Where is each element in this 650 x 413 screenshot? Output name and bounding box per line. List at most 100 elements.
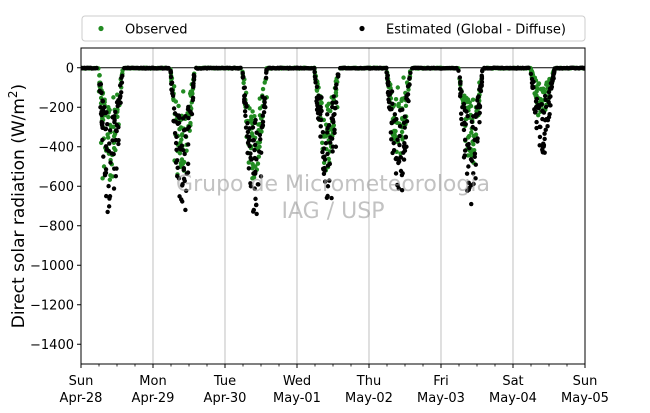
data-point — [406, 98, 411, 104]
data-point — [547, 86, 553, 91]
data-point — [104, 110, 109, 115]
data-point — [535, 102, 541, 108]
data-point — [327, 161, 333, 167]
data-point — [108, 160, 113, 165]
data-point — [401, 157, 407, 162]
data-point — [249, 131, 255, 136]
data-point — [191, 84, 196, 90]
data-point — [186, 104, 191, 110]
data-point — [318, 124, 323, 129]
data-point — [333, 100, 339, 105]
data-point — [543, 104, 549, 110]
data-point — [387, 106, 392, 111]
data-point — [541, 110, 547, 115]
data-point — [113, 128, 119, 133]
data-point — [402, 125, 407, 130]
data-point — [457, 75, 463, 80]
data-point — [313, 76, 318, 82]
data-point — [407, 75, 412, 81]
data-point — [245, 150, 250, 156]
data-point — [118, 93, 123, 99]
y-tick-label: 0 — [66, 61, 74, 76]
data-point — [263, 75, 269, 81]
data-point — [176, 176, 182, 181]
data-point — [173, 140, 179, 146]
data-point — [241, 80, 246, 86]
y-axis-label: Direct solar radiation (W/m2) — [6, 84, 29, 328]
data-point — [582, 65, 585, 71]
data-point — [107, 128, 113, 133]
data-point — [465, 113, 470, 119]
data-point — [321, 171, 327, 177]
data-point — [179, 143, 185, 148]
data-point — [174, 134, 179, 140]
data-point — [94, 65, 99, 71]
legend-label: Estimated (Global - Diffuse) — [386, 23, 566, 38]
data-point — [104, 147, 110, 152]
data-point — [106, 105, 111, 110]
data-point — [469, 201, 474, 207]
data-point — [334, 82, 339, 87]
data-point — [172, 111, 178, 116]
data-point — [188, 110, 194, 115]
data-point — [528, 71, 534, 77]
data-point — [244, 104, 249, 109]
data-point — [538, 124, 543, 130]
data-point — [320, 149, 325, 155]
data-point — [318, 134, 323, 139]
data-point — [258, 129, 264, 134]
data-point — [479, 73, 484, 78]
data-point — [399, 129, 405, 135]
data-point — [386, 97, 391, 102]
data-point — [103, 144, 109, 149]
x-tick-label-date: Apr-29 — [132, 391, 175, 406]
data-point — [321, 146, 327, 151]
x-tick-label-date: Apr-28 — [60, 391, 103, 406]
data-point — [254, 202, 259, 208]
data-point — [469, 152, 474, 157]
data-point — [251, 171, 256, 176]
data-point — [251, 207, 256, 213]
y-axis: 0 −200 −400 −600 −800 −1000 −1200 −1400 — [30, 61, 81, 353]
data-point — [401, 75, 406, 80]
data-point — [115, 103, 120, 109]
data-point — [175, 165, 180, 171]
data-point — [253, 164, 258, 169]
data-point — [477, 86, 482, 92]
data-point — [246, 134, 252, 140]
data-point — [540, 144, 545, 149]
data-point — [332, 112, 337, 117]
series-estimated — [81, 65, 585, 217]
x-gridlines — [152, 48, 514, 364]
data-point — [238, 65, 243, 71]
y-tick-label: −1400 — [30, 338, 74, 353]
data-point — [393, 171, 399, 176]
x-tick-label-date: May-02 — [345, 391, 393, 406]
data-point — [458, 111, 464, 116]
data-point — [462, 148, 468, 153]
data-point — [391, 140, 396, 146]
data-point — [325, 151, 330, 157]
data-point — [395, 137, 400, 142]
data-point — [461, 127, 467, 133]
x-tick-label-day: Mon — [139, 374, 166, 389]
data-point — [240, 70, 245, 76]
data-point — [100, 137, 105, 143]
data-point — [391, 148, 397, 153]
data-point — [245, 140, 251, 145]
data-point — [472, 151, 478, 156]
data-point — [116, 141, 121, 147]
data-point — [466, 133, 472, 139]
data-point — [548, 81, 554, 86]
data-point — [243, 113, 248, 118]
data-point — [384, 75, 390, 81]
data-point — [466, 164, 471, 169]
data-point — [404, 144, 409, 149]
data-point — [180, 199, 185, 204]
data-point — [389, 120, 394, 125]
data-point — [110, 138, 115, 143]
data-point — [103, 126, 108, 132]
data-point — [314, 107, 320, 112]
data-point — [97, 88, 102, 93]
data-point — [118, 100, 123, 105]
